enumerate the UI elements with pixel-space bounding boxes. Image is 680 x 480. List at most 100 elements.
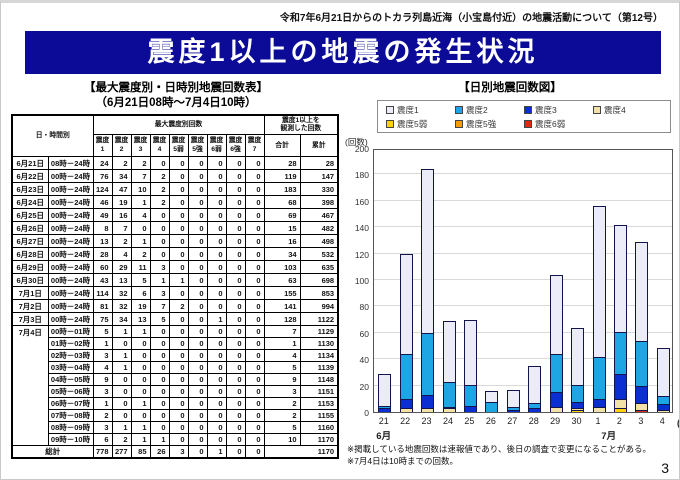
legend-swatch-icon [386, 119, 394, 128]
cumulative-cell: 330 [299, 182, 339, 197]
daily-total-cell: 1 [263, 337, 301, 351]
table-row: 6月25日 00時－24時 49 16 4 0 0 0 0 0 0 69 467 [11, 208, 339, 223]
daily-total-cell: 9 [263, 373, 301, 387]
x-tick-label: 28 [528, 415, 539, 426]
date-cell: 7月1日 [11, 286, 49, 301]
count-cell: 16 [111, 208, 132, 223]
intensity-label-bottom: 6弱 [211, 145, 222, 153]
cumulative-cell: 1148 [299, 373, 339, 387]
count-cell: 1 [111, 325, 132, 339]
legend-swatch-icon [386, 105, 394, 114]
count-cell: 0 [206, 325, 227, 339]
x-axis-day-suffix: (日) [677, 417, 680, 428]
count-cell: 0 [187, 273, 208, 288]
count-cell: 1 [130, 433, 151, 447]
count-cell: 0 [206, 221, 227, 236]
bar-segment [507, 410, 519, 412]
legend-item: 震度2 [455, 104, 524, 116]
intensity-label-bottom: 4 [157, 145, 162, 153]
count-cell: 0 [206, 409, 227, 423]
count-cell: 0 [187, 195, 208, 210]
date-cell: 6月29日 [11, 260, 49, 275]
count-cell: 3 [92, 421, 113, 435]
bar-segment [593, 357, 605, 401]
time-range-cell: 08時－09時 [47, 421, 94, 435]
date-cell: 6月25日 [11, 208, 49, 223]
count-cell: 0 [168, 286, 189, 301]
gridline [374, 173, 672, 175]
bar-segment [550, 407, 562, 412]
count-cell: 0 [130, 349, 151, 363]
count-cell: 0 [244, 312, 265, 327]
count-cell: 7 [149, 299, 170, 314]
header-intensity-col: 震度 2 [111, 134, 132, 158]
x-tick-label: 30 [571, 415, 582, 426]
grand-cumulative-cell: 1170 [263, 445, 339, 459]
count-cell: 46 [92, 195, 113, 210]
x-tick-label: 24 [442, 415, 454, 426]
count-cell: 24 [92, 156, 113, 171]
table-row: 7月4日 00時－01時 5 1 1 0 0 0 0 0 0 7 1129 [11, 325, 339, 447]
count-cell: 8 [92, 221, 113, 236]
bar-segment [400, 355, 412, 401]
bar-segment [464, 320, 476, 386]
date-cell: 7月3日 [11, 312, 49, 327]
daily-total-cell: 63 [263, 273, 301, 288]
time-range-cell: 07時－08時 [47, 409, 94, 423]
daily-total-cell: 2 [263, 409, 301, 423]
y-axis: 0 20 40 60 80 100 120 140 160 180 200 [343, 144, 369, 418]
grand-total-label: 総計 [11, 445, 94, 459]
chart-section: 【日別地震回数図】 震度1 震度2 震度3 震度4 震度5弱 震度5強 震度6弱 (回数) … [343, 81, 680, 468]
legend-item: 震度5弱 [386, 118, 455, 130]
page-number: 3 [661, 460, 669, 476]
count-cell: 2 [168, 299, 189, 314]
daily-total-cell: 3 [263, 385, 301, 399]
count-cell: 19 [130, 299, 151, 314]
footnotes: ※掲載している地震回数は速報値であり、後日の調査で変更になることがある。 ※7月… [347, 444, 677, 468]
count-cell: 0 [149, 337, 170, 351]
intensity-label-top: 震度 [171, 137, 186, 145]
count-cell: 9 [92, 373, 113, 387]
count-cell: 1 [130, 397, 151, 411]
count-cell: 0 [225, 286, 246, 301]
time-range-cell: 00時－24時 [47, 221, 94, 236]
daily-total-cell: 141 [263, 299, 301, 314]
table-row: 09時－10時 6 2 1 1 0 0 0 0 0 10 1170 [12, 433, 339, 447]
y-tick-label: 180 [354, 170, 369, 181]
time-range-cell: 05時－06時 [47, 385, 94, 399]
count-cell: 28 [92, 247, 113, 262]
count-cell: 0 [111, 373, 132, 387]
daily-total-cell: 183 [263, 182, 301, 197]
month-label: 6月 [376, 430, 392, 442]
count-cell: 0 [130, 409, 151, 423]
cumulative-cell: 698 [299, 273, 339, 288]
date-cell: 6月24日 [11, 195, 49, 210]
count-cell: 0 [111, 409, 132, 423]
legend-swatch-icon [455, 119, 463, 128]
table-row: 03時－04時 4 1 0 0 0 0 0 0 0 5 1139 [12, 361, 339, 375]
count-cell: 6 [92, 433, 113, 447]
chart-legend: 震度1 震度2 震度3 震度4 震度5弱 震度5強 震度6弱 [377, 99, 671, 133]
cumulative-cell: 467 [299, 208, 339, 223]
table-row: 7月2日 00時－24時 81 32 19 7 2 0 0 0 0 141 994 [11, 299, 339, 314]
cumulative-cell: 28 [299, 156, 339, 171]
bar-segment [464, 406, 476, 412]
bar-segment [572, 328, 584, 386]
bar-segment [507, 390, 519, 408]
bar-segment [550, 276, 562, 356]
count-cell: 1 [130, 195, 151, 210]
count-cell: 2 [149, 182, 170, 197]
count-cell: 0 [149, 247, 170, 262]
x-tick-label: 23 [421, 415, 432, 426]
count-cell: 0 [225, 156, 246, 171]
table-row: 05時－06時 3 0 0 0 0 0 0 0 0 3 1151 [12, 385, 339, 399]
daily-total-cell: 119 [263, 169, 301, 184]
bar-segment [550, 393, 562, 408]
time-range-cell: 00時－24時 [47, 195, 94, 210]
header-datetime: 日・時間別 [11, 114, 94, 158]
count-cell: 19 [111, 195, 132, 210]
count-cell: 0 [244, 385, 265, 399]
count-cell: 0 [111, 397, 132, 411]
count-cell: 0 [187, 421, 208, 435]
